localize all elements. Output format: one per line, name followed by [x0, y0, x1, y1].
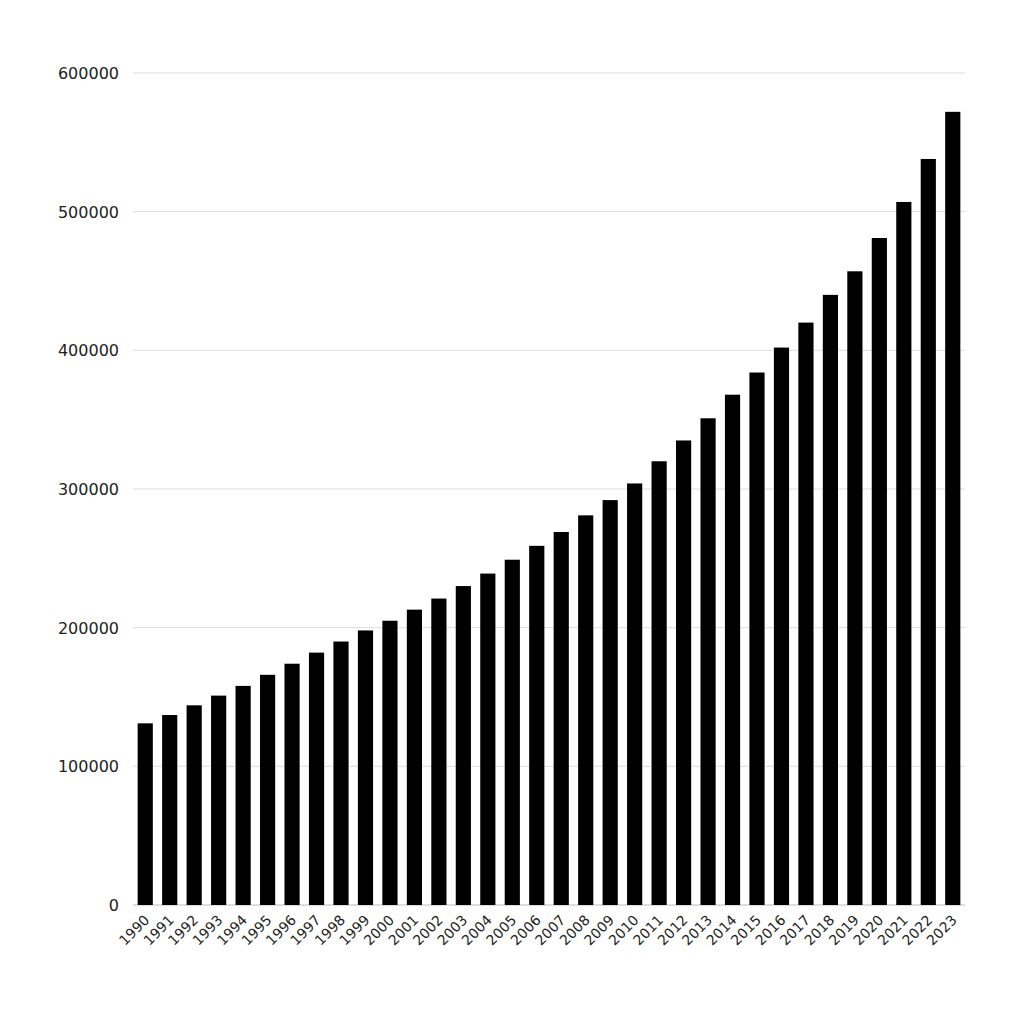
bar [627, 483, 642, 905]
chart-svg: 0100000200000300000400000500000600000199… [0, 0, 1024, 1024]
bar [407, 610, 422, 905]
grid-line [133, 489, 965, 490]
bar [749, 373, 764, 905]
grid [133, 73, 965, 905]
bar [603, 500, 618, 905]
y-tick-label: 100000 [58, 757, 119, 776]
bar [578, 515, 593, 905]
grid-line [133, 905, 965, 906]
bar [333, 642, 348, 905]
bar [798, 323, 813, 905]
bar [872, 238, 887, 905]
y-tick-label: 400000 [58, 341, 119, 360]
bar [162, 715, 177, 905]
bar [236, 686, 251, 905]
bar [187, 705, 202, 905]
bars [138, 112, 961, 905]
grid-line [133, 73, 965, 74]
grid-line [133, 211, 965, 212]
bar [921, 159, 936, 905]
x-tick-label: 2023 [923, 912, 960, 949]
bar [896, 202, 911, 905]
bar [529, 546, 544, 905]
grid-line [133, 766, 965, 767]
bar [211, 696, 226, 905]
bar [431, 599, 446, 905]
bar [676, 440, 691, 905]
bar [847, 271, 862, 905]
bar [700, 418, 715, 905]
y-axis-line [133, 73, 134, 905]
bar [358, 630, 373, 905]
bar [652, 461, 667, 905]
bar [456, 586, 471, 905]
grid-line [133, 627, 965, 628]
bar [945, 112, 960, 905]
grid-line [133, 350, 965, 351]
bar [554, 532, 569, 905]
y-tick-label: 500000 [58, 203, 119, 222]
y-tick-label: 300000 [58, 480, 119, 499]
bar [505, 560, 520, 905]
bar [138, 723, 153, 905]
y-tick-label: 200000 [58, 619, 119, 638]
bar [774, 348, 789, 905]
bar [309, 653, 324, 905]
bar [284, 664, 299, 905]
y-tick-label: 0 [109, 896, 119, 915]
bar [260, 675, 275, 905]
bar [725, 395, 740, 905]
bar [382, 621, 397, 905]
bar [823, 295, 838, 905]
y-tick-label: 600000 [58, 64, 119, 83]
chart-container: 0100000200000300000400000500000600000199… [0, 0, 1024, 1024]
bar [480, 574, 495, 905]
